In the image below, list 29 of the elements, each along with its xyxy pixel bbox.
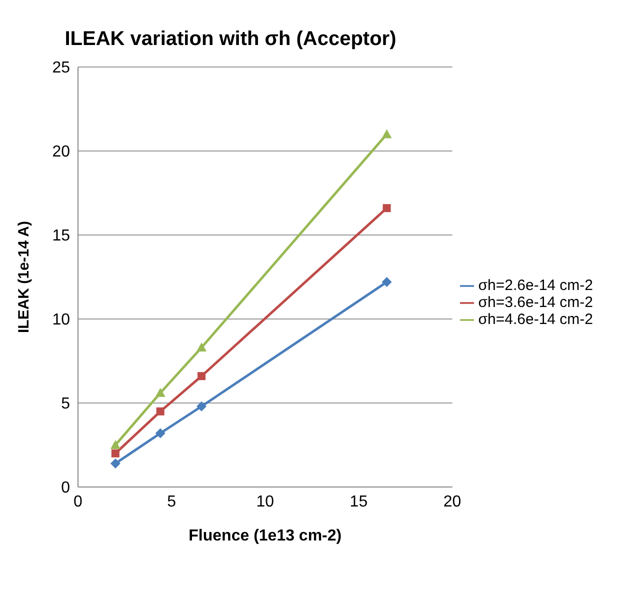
point	[111, 449, 120, 458]
point	[155, 388, 166, 397]
y-tick-label: 10	[52, 312, 70, 329]
point	[196, 342, 207, 352]
point	[110, 458, 120, 468]
legend-label: σh=2.6e-14 cm-2	[478, 276, 593, 294]
chart-title: ILEAK variation with σh (Acceptor)	[64, 28, 398, 51]
point	[110, 440, 120, 449]
point	[382, 204, 391, 212]
y-tick-label: 20	[52, 144, 70, 161]
point	[155, 428, 166, 438]
point	[382, 277, 392, 288]
x-tick-label: 0	[74, 493, 83, 510]
point	[198, 372, 206, 380]
x-tick-label: 20	[443, 493, 462, 510]
y-tick-label: 0	[61, 480, 70, 497]
y-tick-label: 15	[52, 228, 70, 245]
legend-label: σh=4.6e-14 cm-2	[478, 310, 593, 328]
point	[196, 401, 207, 412]
y-tick-label: 25	[52, 60, 70, 77]
y-axis-title: ILEAK (1e-14 A)	[15, 221, 32, 333]
x-tick-label: 15	[350, 493, 368, 510]
x-axis-title: Fluence (1e13 cm-2)	[188, 527, 342, 544]
legend-label: σh=3.6e-14 cm-2	[478, 294, 593, 310]
x-tick-label: 10	[256, 493, 274, 510]
point	[156, 407, 164, 416]
point	[382, 129, 392, 138]
y-tick-label: 5	[61, 396, 70, 413]
x-tick-label: 5	[167, 493, 176, 510]
